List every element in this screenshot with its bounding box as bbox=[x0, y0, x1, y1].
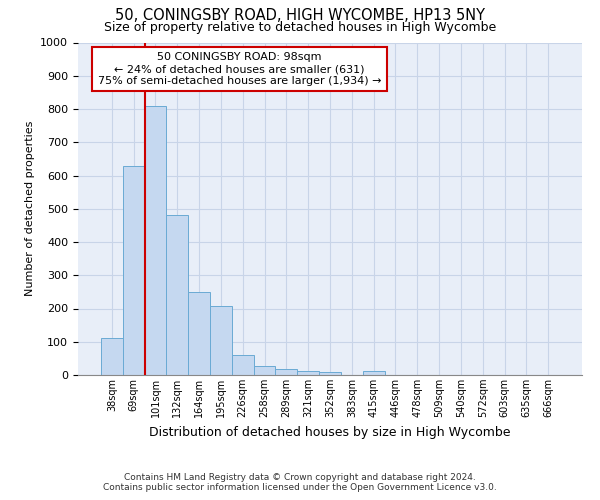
Bar bbox=[101, 338, 123, 375]
Text: 50 CONINGSBY ROAD: 98sqm
← 24% of detached houses are smaller (631)
75% of semi-: 50 CONINGSBY ROAD: 98sqm ← 24% of detach… bbox=[98, 52, 381, 86]
Bar bbox=[232, 355, 254, 375]
Text: Contains HM Land Registry data © Crown copyright and database right 2024.
Contai: Contains HM Land Registry data © Crown c… bbox=[103, 473, 497, 492]
Bar bbox=[188, 292, 210, 375]
Bar bbox=[123, 166, 145, 375]
Bar bbox=[254, 366, 275, 375]
Text: 50, CONINGSBY ROAD, HIGH WYCOMBE, HP13 5NY: 50, CONINGSBY ROAD, HIGH WYCOMBE, HP13 5… bbox=[115, 8, 485, 22]
X-axis label: Distribution of detached houses by size in High Wycombe: Distribution of detached houses by size … bbox=[149, 426, 511, 438]
Text: Size of property relative to detached houses in High Wycombe: Size of property relative to detached ho… bbox=[104, 21, 496, 34]
Bar bbox=[275, 369, 297, 375]
Bar bbox=[297, 370, 319, 375]
Bar bbox=[210, 306, 232, 375]
Bar bbox=[166, 216, 188, 375]
Bar bbox=[319, 372, 341, 375]
Y-axis label: Number of detached properties: Number of detached properties bbox=[25, 121, 35, 296]
Bar bbox=[145, 106, 166, 375]
Bar bbox=[363, 371, 385, 375]
